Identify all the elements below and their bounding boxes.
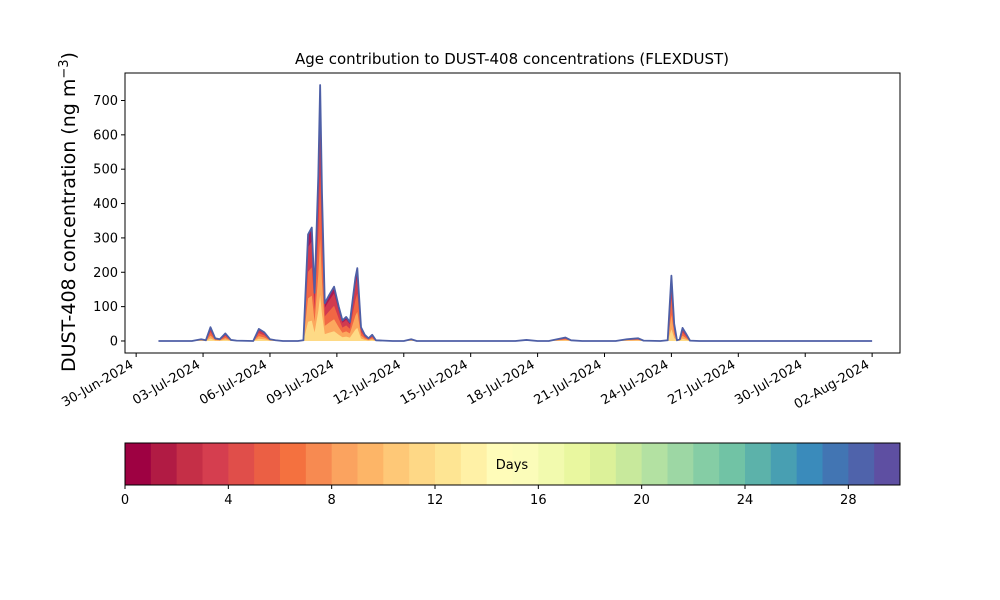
colorbar-swatch [357, 443, 384, 485]
colorbar-swatch [512, 443, 539, 485]
colorbar-swatch [228, 443, 255, 485]
colorbar-swatch [383, 443, 410, 485]
colorbar-tick-label: 4 [224, 493, 232, 508]
y-tick-label: 400 [93, 197, 118, 212]
colorbar-tick-label: 12 [427, 493, 444, 508]
y-tick-label: 300 [93, 231, 118, 246]
x-tick-label: 06-Jul-2024 [197, 357, 270, 408]
x-tick-label: 15-Jul-2024 [398, 357, 471, 408]
x-tick-label: 21-Jul-2024 [532, 357, 605, 408]
colorbar-swatch [874, 443, 901, 485]
x-tick-label: 12-Jul-2024 [331, 357, 404, 408]
age-area [158, 115, 873, 341]
plot-frame [124, 72, 901, 354]
age-area [158, 238, 873, 341]
colorbar-swatch [770, 443, 798, 485]
colorbar-swatch [331, 443, 358, 485]
age-contribution-areas [158, 85, 873, 341]
colorbar-tick-label: 24 [737, 493, 754, 508]
colorbar-swatch [615, 443, 643, 485]
colorbar-swatch [254, 443, 281, 485]
total-concentration-lines [158, 84, 873, 342]
colorbar-swatch [202, 443, 229, 485]
colorbar-swatch [564, 443, 591, 485]
x-tick-label: 24-Jul-2024 [599, 357, 672, 408]
colorbar-swatch [822, 443, 849, 485]
colorbar-swatch [719, 443, 746, 485]
colorbar-swatch [176, 443, 203, 485]
colorbar-axis: 0 4 8 12 16 20 24 28 [121, 485, 857, 508]
colorbar-swatch [538, 443, 565, 485]
y-axis-title: DUST-408 concentration (ng m−3) [57, 52, 80, 372]
x-tick-label: 27-Jul-2024 [665, 357, 738, 408]
x-tick-label: 18-Jul-2024 [465, 357, 538, 408]
colorbar-swatch [590, 443, 617, 485]
y-tick-label: 500 [93, 163, 118, 178]
colorbar-tick-label: 0 [121, 493, 129, 508]
colorbar-swatch [796, 443, 823, 485]
colorbar-tick-label: 16 [530, 493, 547, 508]
colorbar-swatch [693, 443, 720, 485]
colorbar-swatch [125, 443, 152, 485]
colorbar-swatch [280, 443, 307, 485]
age-area [158, 174, 873, 341]
age-area [158, 85, 873, 341]
colorbar-tick-label: 20 [633, 493, 650, 508]
y-axis-title-close: ) [58, 52, 80, 59]
colorbar-label: Days [496, 458, 529, 473]
x-tick-label: 09-Jul-2024 [264, 357, 337, 408]
colorbar-swatch [409, 443, 436, 485]
y-axis-title-main: DUST-408 concentration (ng m [58, 79, 80, 372]
chart-title: Age contribution to DUST-408 concentrati… [295, 50, 729, 68]
colorbar-swatch [667, 443, 694, 485]
colorbar-swatch [435, 443, 462, 485]
y-tick-label: 100 [93, 300, 118, 315]
colorbar-tick-label: 28 [840, 493, 857, 508]
colorbar-tick-label: 8 [328, 493, 336, 508]
colorbar-swatch [460, 443, 488, 485]
y-tick-label: 0 [110, 334, 118, 349]
x-tick-label: 03-Jul-2024 [130, 357, 203, 408]
x-axis: 30-Jun-202403-Jul-202406-Jul-202409-Jul-… [59, 353, 873, 413]
colorbar-swatch [641, 443, 668, 485]
colorbar-swatch [150, 443, 178, 485]
y-tick-label: 200 [93, 266, 118, 281]
colorbar-swatch [305, 443, 333, 485]
colorbar-swatch [745, 443, 772, 485]
colorbar-frame [124, 442, 901, 486]
y-axis-title-exponent: −3 [57, 59, 72, 78]
y-tick-label: 700 [93, 94, 118, 109]
x-tick-label: 02-Aug-2024 [792, 357, 872, 412]
days-colorbar [124, 442, 901, 486]
total-concentration-line [158, 84, 873, 342]
colorbar-swatch [848, 443, 875, 485]
y-axis: 0 100 200 300 400 500 600 700 [93, 94, 125, 349]
colorbar-swatch [486, 443, 513, 485]
y-tick-label: 600 [93, 128, 118, 143]
